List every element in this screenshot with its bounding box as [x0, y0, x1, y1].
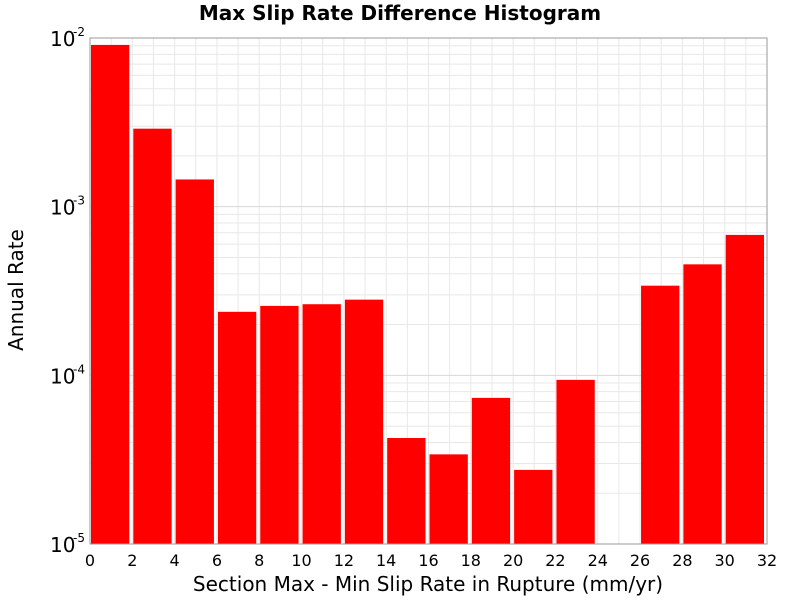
bars-layer [91, 44, 764, 545]
histogram-bar [471, 397, 511, 544]
x-tick-label: 10 [291, 551, 311, 570]
x-tick-label: 0 [85, 551, 95, 570]
x-tick-labels: 0 2 4 6 8 10 12 14 16 18 20 22 24 26 28 30 32 [85, 551, 777, 570]
x-tick-label: 32 [757, 551, 777, 570]
histogram-bar [302, 304, 341, 544]
y-tick-label: 10 [50, 364, 75, 388]
histogram-bar [429, 454, 468, 544]
histogram-bar [514, 469, 553, 544]
histogram-bar [725, 234, 764, 545]
y-tick-exponent: -2 [73, 25, 85, 39]
x-tick-label: 4 [170, 551, 180, 570]
x-tick-label: 18 [461, 551, 481, 570]
histogram-bar [91, 44, 130, 544]
x-tick-label: 12 [334, 551, 354, 570]
x-tick-label: 24 [588, 551, 608, 570]
x-tick-label: 20 [503, 551, 523, 570]
histogram-bar [556, 379, 595, 544]
x-axis-label: Section Max - Min Slip Rate in Rupture (… [193, 572, 663, 596]
x-tick-label: 28 [672, 551, 692, 570]
y-tick-labels: 10-510-410-310-2 [50, 25, 85, 557]
chart-title: Max Slip Rate Difference Histogram [199, 1, 601, 25]
x-tick-label: 2 [127, 551, 137, 570]
y-tick-label: 10 [50, 196, 75, 220]
histogram-bar [217, 311, 257, 544]
x-tick-label: 30 [715, 551, 735, 570]
histogram-bar [133, 128, 172, 544]
y-axis-label: Annual Rate [4, 229, 28, 351]
y-tick-exponent: -4 [73, 362, 85, 376]
y-tick-exponent: -5 [73, 531, 85, 545]
y-tick-exponent: -3 [73, 194, 85, 208]
x-tick-label: 6 [212, 551, 222, 570]
y-tick-label: 10 [50, 533, 75, 557]
histogram-bar [387, 438, 426, 544]
x-tick-label: 8 [254, 551, 264, 570]
x-tick-label: 26 [630, 551, 650, 570]
x-tick-label: 16 [418, 551, 438, 570]
histogram-bar [344, 299, 384, 544]
histogram-bar [175, 179, 214, 544]
x-tick-label: 14 [376, 551, 396, 570]
histogram-bar [641, 285, 680, 544]
x-tick-label: 22 [545, 551, 565, 570]
plot-frame [89, 37, 768, 545]
histogram-bar [260, 305, 299, 544]
histogram-bar [683, 264, 722, 544]
y-tick-label: 10 [50, 27, 75, 51]
